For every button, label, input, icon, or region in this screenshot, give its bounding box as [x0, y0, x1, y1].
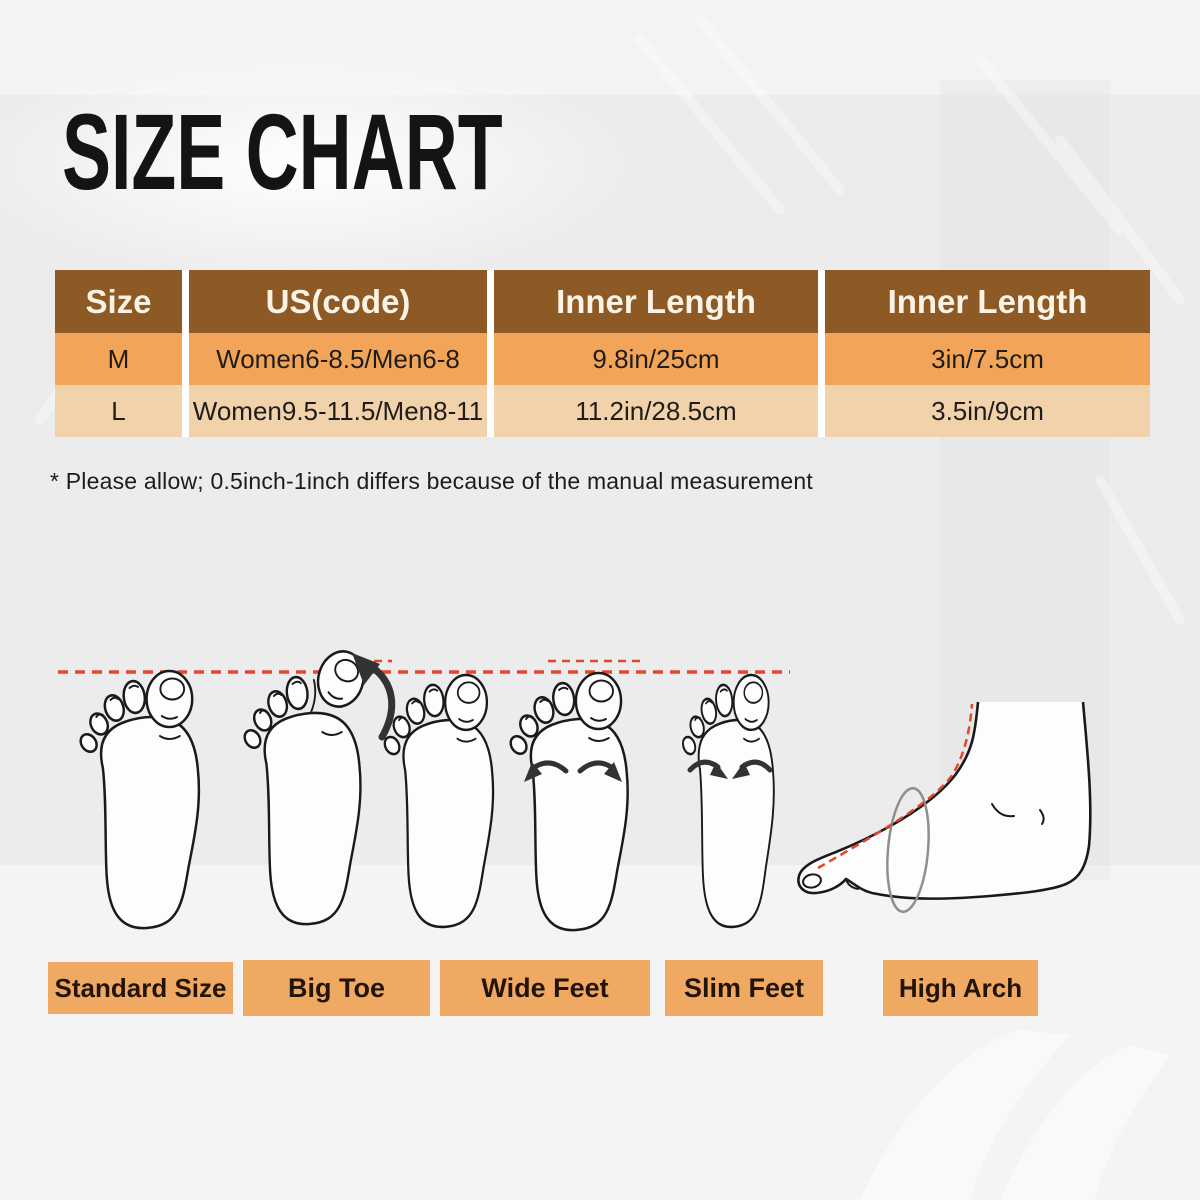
table-header-inner-length-2: Inner Length [825, 270, 1150, 333]
table-header-size: Size [55, 270, 182, 333]
table-header-us-code: US(code) [189, 270, 487, 333]
measurement-note: * Please allow; 0.5inch-1inch differs be… [50, 468, 813, 494]
table-cell-m-size: M [55, 333, 182, 385]
plain-foot [380, 673, 495, 929]
table-cell-l-inner-length-2: 3.5in/9cm [825, 385, 1150, 437]
table-header-inner-length-1: Inner Length [494, 270, 818, 333]
page-title: SIZE CHART [62, 91, 503, 212]
table-cell-l-size: L [55, 385, 182, 437]
big-toe-rotation-arrow-head [352, 653, 380, 685]
foot-types-illustration [58, 643, 1092, 932]
table-cell-l-us-code: Women9.5-11.5/Men8-11 [189, 385, 487, 437]
wide-feet-foot [506, 671, 629, 932]
wide-arrow-right-head [604, 762, 622, 782]
label-big-toe: Big Toe [243, 960, 430, 1016]
size-table: Size US(code) Inner Length Inner Length … [55, 270, 1150, 437]
label-standard-size: Standard Size [48, 962, 233, 1014]
standard-size-foot [76, 669, 201, 930]
label-high-arch: High Arch [883, 960, 1038, 1016]
slim-arrow-right-head [732, 762, 750, 779]
table-cell-m-us-code: Women6-8.5/Men6-8 [189, 333, 487, 385]
slim-arrow-left-head [710, 762, 728, 779]
background-white-patch [0, 45, 640, 285]
big-toe-foot [240, 643, 396, 926]
palm-trunks [860, 1030, 1170, 1200]
table-cell-l-inner-length-1: 11.2in/28.5cm [494, 385, 818, 437]
high-arch-foot [797, 701, 1092, 914]
big-toe-rotation-arrow [368, 663, 396, 741]
instep-measure-line [817, 703, 974, 870]
table-cell-m-inner-length-2: 3in/7.5cm [825, 333, 1150, 385]
girth-measure-ellipse [886, 786, 930, 914]
label-slim-feet: Slim Feet [665, 960, 823, 1016]
table-cell-m-inner-length-1: 9.8in/25cm [494, 333, 818, 385]
label-wide-feet: Wide Feet [440, 960, 650, 1016]
wide-arrow-left-head [524, 762, 542, 782]
slim-feet-foot [679, 673, 776, 929]
